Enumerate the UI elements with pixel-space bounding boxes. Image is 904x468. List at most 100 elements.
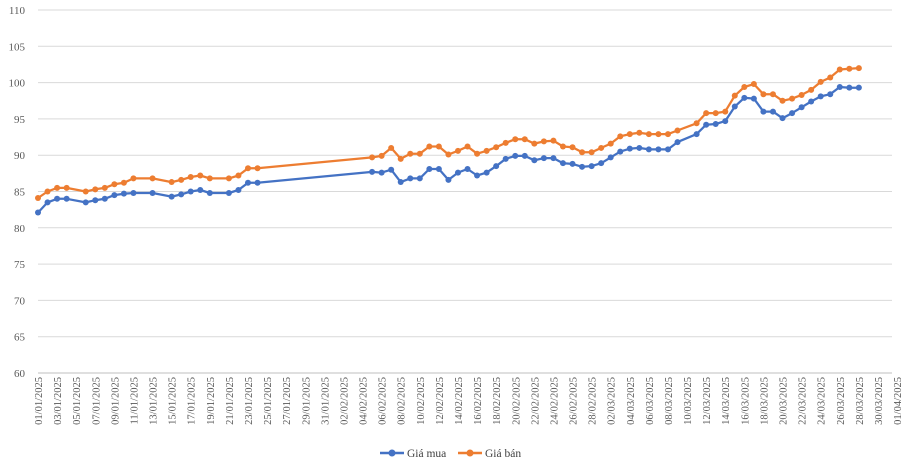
data-point[interactable] xyxy=(579,149,586,156)
data-point[interactable] xyxy=(92,186,99,193)
data-point[interactable] xyxy=(130,175,137,182)
data-point[interactable] xyxy=(559,143,566,150)
data-point[interactable] xyxy=(550,137,557,144)
data-point[interactable] xyxy=(607,140,614,147)
data-point[interactable] xyxy=(225,189,232,196)
data-point[interactable] xyxy=(378,152,385,159)
data-point[interactable] xyxy=(445,176,452,183)
data-point[interactable] xyxy=(722,118,729,125)
data-point[interactable] xyxy=(111,192,118,199)
data-point[interactable] xyxy=(445,151,452,158)
data-point[interactable] xyxy=(483,169,490,176)
data-point[interactable] xyxy=(779,97,786,104)
data-point[interactable] xyxy=(82,199,89,206)
data-point[interactable] xyxy=(149,175,156,182)
data-point[interactable] xyxy=(187,188,194,195)
data-point[interactable] xyxy=(855,84,862,91)
data-point[interactable] xyxy=(712,120,719,127)
data-point[interactable] xyxy=(426,165,433,172)
data-point[interactable] xyxy=(206,189,213,196)
data-point[interactable] xyxy=(645,146,652,153)
data-point[interactable] xyxy=(149,189,156,196)
data-point[interactable] xyxy=(168,179,175,186)
data-point[interactable] xyxy=(598,160,605,167)
data-point[interactable] xyxy=(664,146,671,153)
data-point[interactable] xyxy=(579,163,586,170)
data-point[interactable] xyxy=(617,148,624,155)
data-point[interactable] xyxy=(35,195,41,202)
data-point[interactable] xyxy=(750,95,757,102)
data-point[interactable] xyxy=(827,74,834,81)
data-point[interactable] xyxy=(235,172,242,179)
data-point[interactable] xyxy=(426,143,433,150)
data-point[interactable] xyxy=(617,133,624,140)
data-point[interactable] xyxy=(836,83,843,90)
data-point[interactable] xyxy=(407,175,414,182)
data-point[interactable] xyxy=(168,193,175,200)
data-point[interactable] xyxy=(722,108,729,115)
data-point[interactable] xyxy=(388,144,395,151)
data-point[interactable] xyxy=(855,65,862,72)
data-point[interactable] xyxy=(588,163,595,170)
data-point[interactable] xyxy=(655,146,662,153)
data-point[interactable] xyxy=(846,84,853,91)
data-point[interactable] xyxy=(197,172,204,179)
data-point[interactable] xyxy=(101,184,108,191)
data-point[interactable] xyxy=(435,143,442,150)
data-point[interactable] xyxy=(531,157,538,164)
data-point[interactable] xyxy=(435,165,442,172)
data-point[interactable] xyxy=(645,131,652,138)
data-point[interactable] xyxy=(378,169,385,176)
data-point[interactable] xyxy=(63,195,70,202)
data-point[interactable] xyxy=(626,131,633,138)
data-point[interactable] xyxy=(674,127,681,134)
data-point[interactable] xyxy=(464,165,471,172)
data-point[interactable] xyxy=(502,139,509,146)
data-point[interactable] xyxy=(588,149,595,156)
data-point[interactable] xyxy=(521,136,528,143)
data-point[interactable] xyxy=(703,110,710,117)
data-point[interactable] xyxy=(636,129,643,136)
data-point[interactable] xyxy=(789,110,796,117)
data-point[interactable] xyxy=(254,179,261,186)
data-point[interactable] xyxy=(827,91,834,98)
data-point[interactable] xyxy=(512,152,519,159)
data-point[interactable] xyxy=(63,184,70,191)
data-point[interactable] xyxy=(416,150,423,157)
data-point[interactable] xyxy=(540,155,547,162)
data-point[interactable] xyxy=(731,103,738,110)
data-point[interactable] xyxy=(44,188,51,195)
data-point[interactable] xyxy=(493,144,500,151)
data-point[interactable] xyxy=(454,169,461,176)
data-point[interactable] xyxy=(197,187,204,194)
data-point[interactable] xyxy=(474,172,481,179)
data-point[interactable] xyxy=(82,188,89,195)
data-point[interactable] xyxy=(664,131,671,138)
data-point[interactable] xyxy=(846,65,853,72)
data-point[interactable] xyxy=(111,181,118,188)
data-point[interactable] xyxy=(798,91,805,98)
data-point[interactable] xyxy=(760,108,767,115)
data-point[interactable] xyxy=(769,108,776,115)
data-point[interactable] xyxy=(35,209,41,216)
data-point[interactable] xyxy=(626,145,633,152)
data-point[interactable] xyxy=(454,147,461,154)
data-point[interactable] xyxy=(44,199,51,206)
data-point[interactable] xyxy=(369,168,376,175)
data-point[interactable] xyxy=(598,144,605,151)
data-point[interactable] xyxy=(388,166,395,173)
data-point[interactable] xyxy=(741,94,748,101)
data-point[interactable] xyxy=(483,147,490,154)
data-point[interactable] xyxy=(464,143,471,150)
data-point[interactable] xyxy=(674,139,681,146)
data-point[interactable] xyxy=(407,150,414,157)
data-point[interactable] xyxy=(655,131,662,138)
data-point[interactable] xyxy=(502,155,509,162)
data-point[interactable] xyxy=(636,144,643,151)
data-point[interactable] xyxy=(512,136,519,143)
legend-item-sell[interactable]: Giá bán xyxy=(458,448,521,460)
data-point[interactable] xyxy=(416,175,423,182)
data-point[interactable] xyxy=(244,179,251,186)
data-point[interactable] xyxy=(808,98,815,105)
data-point[interactable] xyxy=(779,115,786,122)
